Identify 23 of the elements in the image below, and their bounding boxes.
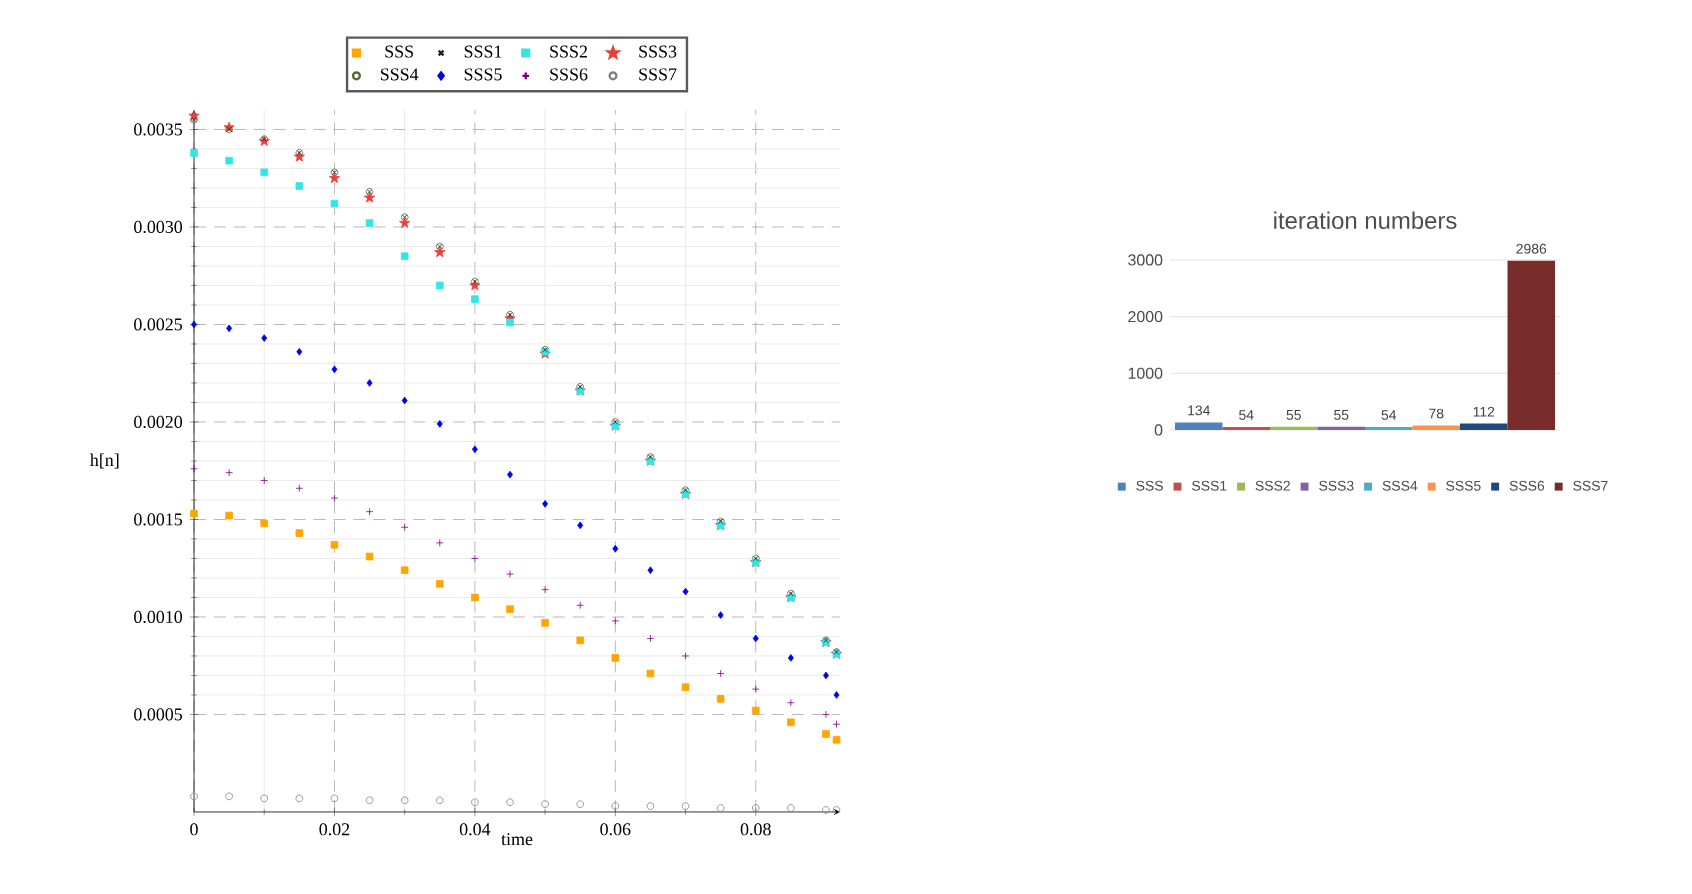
- legend-label: SSS: [385, 45, 414, 58]
- legend-label: SSS7: [639, 68, 677, 81]
- y-tick-label: 0.0025: [134, 318, 183, 331]
- y-axis-title: h[n]: [90, 453, 119, 469]
- x-tick-label: 0: [190, 823, 198, 836]
- y-tick-label: 0.0035: [134, 123, 183, 136]
- x-tick-label: 0.06: [600, 823, 631, 836]
- y-tick-label: 0.0005: [134, 708, 183, 721]
- chart-title: iteration numbers: [1274, 211, 1457, 230]
- y-tick-label: 0.0030: [134, 220, 183, 234]
- x-axis-title: time: [501, 833, 533, 846]
- legend-label: SSS4: [380, 68, 419, 81]
- legend-label: SSS2: [550, 45, 587, 58]
- x-tick-label: 0.04: [459, 823, 491, 836]
- legend-label: SSS5: [464, 68, 502, 81]
- x-tick-label: 0.02: [319, 823, 350, 836]
- legend-label: SSS3: [639, 45, 677, 58]
- x-tick-label: 0.08: [740, 823, 771, 836]
- y-tick-label: 0.0015: [134, 513, 183, 526]
- y-tick-label: 0.0010: [134, 610, 183, 624]
- legend-label: SSS1: [464, 45, 502, 58]
- y-tick-label: 0.0020: [134, 415, 183, 429]
- legend-label: SSS6: [550, 68, 588, 81]
